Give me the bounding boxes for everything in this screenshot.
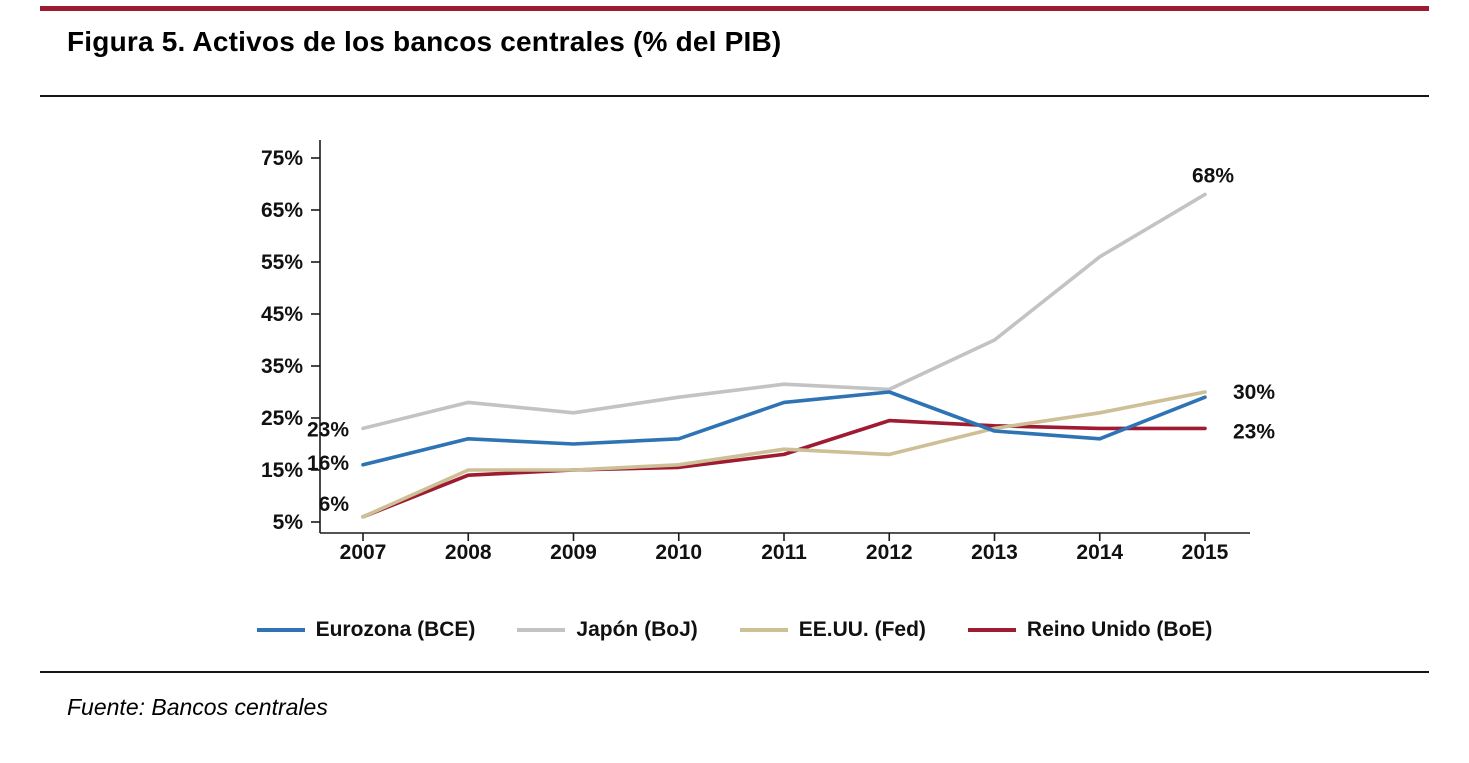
legend-swatch-reino-unido	[967, 628, 1016, 632]
data-label: 30%	[1233, 381, 1275, 404]
legend-label-reino-unido: Reino Unido (BoE)	[1026, 618, 1213, 641]
x-tick-label: 2010	[655, 541, 702, 564]
x-tick-label: 2014	[1076, 541, 1123, 564]
x-tick-label: 2013	[971, 541, 1018, 564]
series-line-eurozona	[361, 390, 1207, 467]
footer-divider	[40, 671, 1429, 673]
data-label: 23%	[1233, 420, 1275, 443]
x-tick-label: 2008	[445, 541, 492, 564]
x-tick-label: 2011	[761, 541, 807, 564]
y-tick-label: 55%	[261, 251, 303, 274]
title-divider	[40, 95, 1429, 97]
axis-lines	[319, 140, 1250, 534]
source-note: Fuente: Bancos centrales	[67, 694, 328, 720]
x-tick-label: 2012	[866, 541, 913, 564]
y-tick-label: 5%	[273, 511, 304, 534]
top-accent-rule	[40, 6, 1429, 11]
figure-title: Figura 5. Activos de los bancos centrale…	[67, 26, 782, 57]
y-tick-label: 25%	[261, 407, 303, 430]
y-tick-label: 15%	[261, 459, 303, 482]
data-label: 68%	[1192, 164, 1234, 187]
series-line-japon	[361, 192, 1207, 431]
data-label: 16%	[307, 452, 349, 475]
series-line-reino_unido	[361, 418, 1207, 519]
legend-label-japon: Japón (BoJ)	[576, 618, 698, 641]
series-line-eeuu	[361, 390, 1207, 519]
data-label: 6%	[319, 493, 350, 516]
data-label: 23%	[307, 418, 349, 441]
chart-legend: Eurozona (BCE) Japón (BoJ) EE.UU. (Fed) …	[0, 618, 1469, 642]
y-tick-label: 45%	[261, 303, 303, 326]
y-tick-label: 75%	[261, 147, 303, 170]
y-tick-label: 35%	[261, 355, 303, 378]
legend-item-japon: Japón (BoJ)	[517, 618, 698, 642]
legend-item-eeuu: EE.UU. (Fed)	[739, 618, 926, 642]
legend-item-reino-unido: Reino Unido (BoE)	[967, 618, 1213, 642]
x-tick-label: 2015	[1182, 541, 1229, 564]
legend-swatch-japon	[517, 628, 566, 632]
y-tick-label: 65%	[261, 199, 303, 222]
legend-swatch-eeuu	[739, 628, 788, 632]
legend-label-eurozona: Eurozona (BCE)	[315, 618, 476, 641]
x-tick-label: 2009	[550, 541, 597, 564]
legend-swatch-eurozona	[256, 628, 305, 632]
legend-label-eeuu: EE.UU. (Fed)	[798, 618, 926, 641]
legend-item-eurozona: Eurozona (BCE)	[256, 618, 476, 642]
x-tick-label: 2007	[340, 541, 387, 564]
